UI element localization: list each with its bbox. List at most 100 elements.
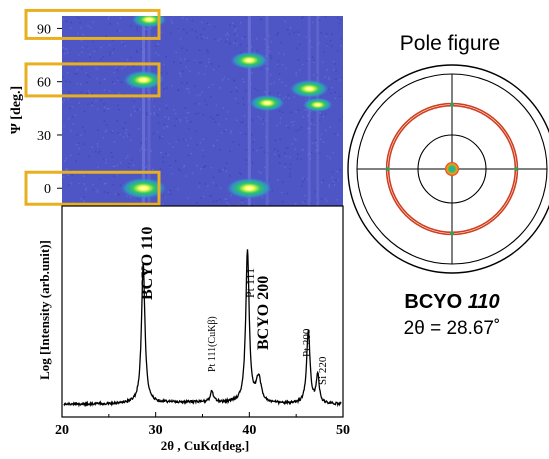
noise-speck — [210, 116, 212, 118]
noise-speck — [331, 33, 333, 35]
noise-speck — [174, 160, 177, 162]
noise-speck — [203, 73, 206, 76]
psi-tick-label: 90 — [37, 22, 51, 37]
noise-speck — [81, 51, 83, 53]
noise-speck — [188, 111, 190, 114]
noise-speck — [244, 36, 246, 38]
noise-speck — [315, 149, 317, 152]
diffraction-image — [62, 16, 343, 206]
noise-speck — [195, 113, 197, 115]
noise-speck — [103, 103, 105, 105]
noise-speck — [218, 169, 220, 171]
noise-speck — [234, 97, 237, 100]
noise-speck — [84, 130, 86, 133]
noise-speck — [263, 151, 266, 153]
noise-speck — [99, 82, 101, 85]
noise-speck — [65, 80, 67, 83]
noise-speck — [334, 63, 336, 65]
noise-speck — [342, 116, 343, 118]
noise-speck — [169, 166, 172, 168]
noise-speck — [139, 108, 141, 111]
noise-speck — [226, 111, 229, 113]
noise-speck — [117, 104, 119, 106]
noise-speck — [333, 69, 335, 71]
noise-speck — [168, 142, 171, 145]
noise-speck — [109, 54, 111, 56]
noise-speck — [242, 97, 244, 100]
noise-speck — [331, 171, 334, 173]
noise-speck — [208, 61, 210, 63]
noise-speck — [149, 97, 151, 100]
noise-speck — [136, 51, 138, 54]
noise-speck — [328, 78, 331, 81]
noise-speck — [102, 136, 105, 139]
noise-speck — [62, 175, 65, 178]
noise-speck — [277, 179, 279, 181]
noise-speck — [202, 113, 204, 116]
noise-speck — [198, 49, 201, 51]
noise-speck — [179, 118, 181, 121]
noise-speck — [235, 86, 237, 89]
noise-speck — [301, 180, 304, 183]
xrd-x-label: 2θ , CuKα[deg.] — [161, 438, 249, 453]
noise-speck — [80, 27, 83, 29]
noise-speck — [319, 119, 321, 122]
noise-speck — [89, 27, 92, 29]
noise-speck — [322, 115, 325, 118]
noise-speck — [78, 153, 80, 155]
noise-speck — [185, 32, 188, 34]
noise-speck — [165, 153, 167, 155]
noise-speck — [116, 120, 118, 122]
noise-speck — [274, 153, 277, 156]
noise-speck — [177, 29, 180, 31]
diffraction-spot — [288, 79, 330, 99]
noise-speck — [113, 71, 115, 74]
noise-speck — [225, 118, 227, 120]
noise-speck — [333, 60, 335, 63]
noise-speck — [248, 104, 250, 106]
noise-speck — [300, 126, 303, 129]
noise-speck — [285, 147, 288, 150]
noise-speck — [124, 122, 127, 124]
noise-speck — [64, 48, 67, 50]
noise-speck — [211, 63, 213, 65]
noise-speck — [158, 137, 161, 140]
noise-speck — [107, 191, 109, 194]
noise-speck — [186, 112, 189, 114]
diffraction-spot — [130, 16, 168, 29]
noise-speck — [285, 155, 288, 158]
noise-speck — [268, 50, 271, 53]
noise-speck — [103, 110, 106, 112]
noise-speck — [319, 138, 322, 140]
noise-speck — [202, 36, 205, 38]
noise-speck — [67, 98, 69, 100]
noise-speck — [71, 106, 73, 108]
noise-speck — [177, 28, 180, 30]
noise-speck — [229, 24, 231, 26]
noise-speck — [187, 88, 190, 90]
noise-speck — [171, 22, 174, 24]
noise-speck — [301, 149, 304, 151]
noise-speck — [219, 37, 222, 40]
noise-speck — [226, 202, 229, 204]
noise-speck — [86, 92, 88, 95]
noise-speck — [154, 45, 157, 47]
pole-outer-circle — [347, 64, 549, 274]
noise-speck — [245, 133, 247, 135]
noise-speck — [277, 59, 280, 62]
noise-speck — [97, 166, 99, 169]
noise-speck — [236, 119, 238, 121]
noise-speck — [86, 46, 89, 48]
noise-speck — [110, 151, 113, 154]
noise-speck — [179, 37, 182, 40]
noise-speck — [70, 169, 73, 172]
noise-speck — [287, 94, 290, 96]
noise-speck — [78, 54, 80, 56]
noise-speck — [292, 124, 294, 127]
noise-speck — [225, 40, 227, 43]
noise-speck — [190, 137, 192, 140]
noise-speck — [181, 47, 183, 49]
noise-speck — [227, 199, 229, 201]
noise-speck — [117, 77, 120, 80]
noise-speck — [306, 59, 308, 62]
